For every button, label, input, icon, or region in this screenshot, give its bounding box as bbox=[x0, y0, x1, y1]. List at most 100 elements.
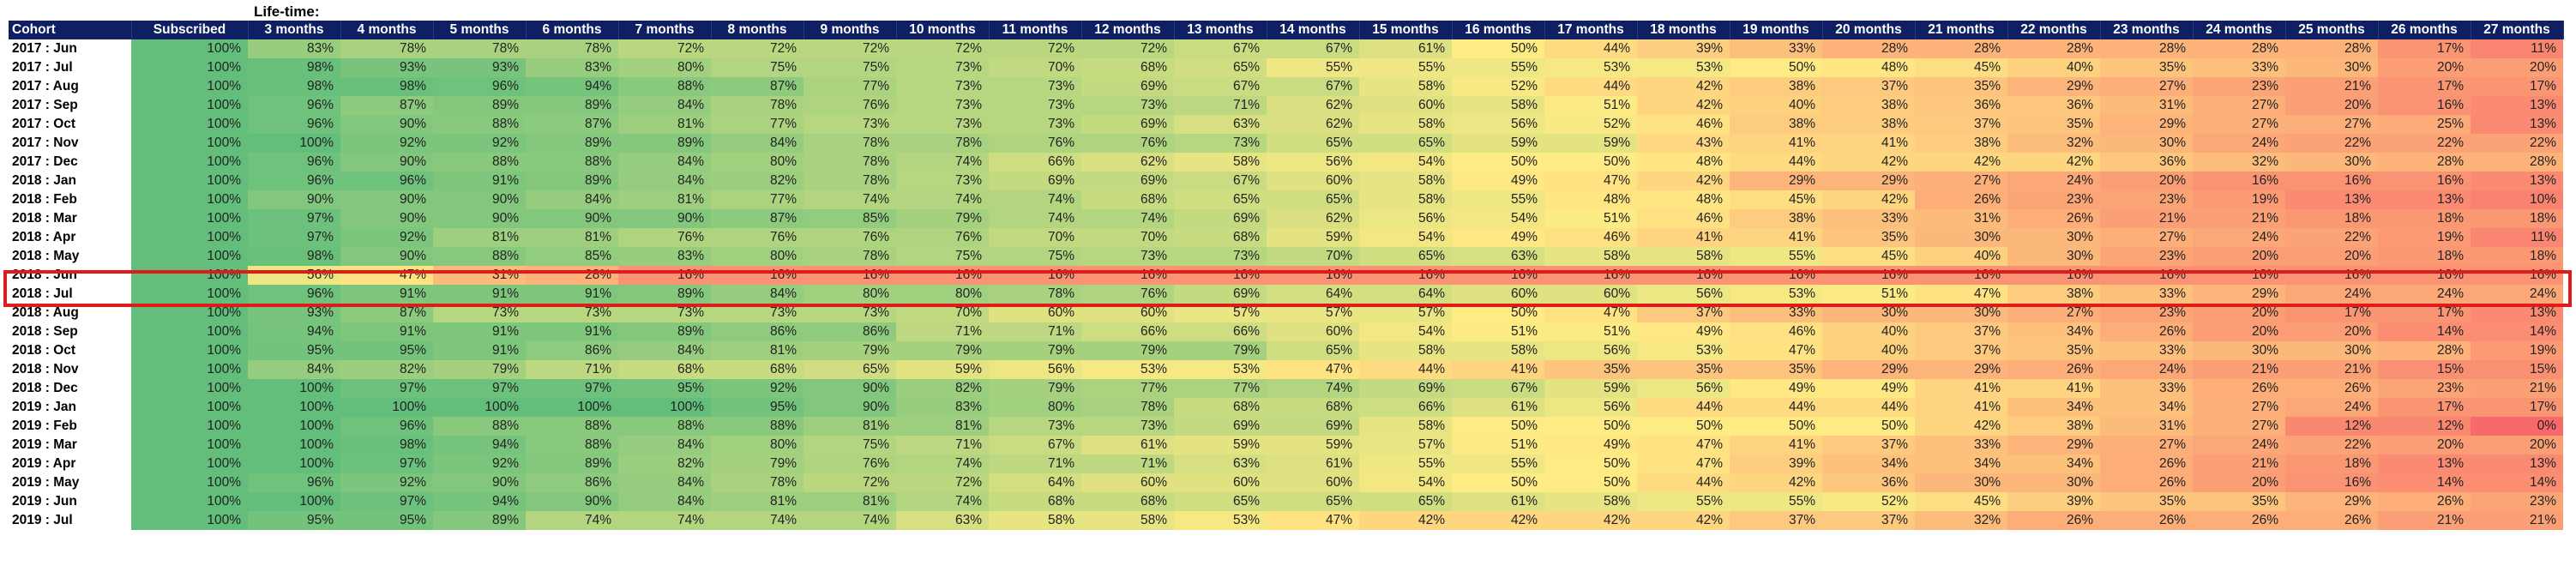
heat-cell: 63% bbox=[1174, 115, 1267, 134]
heat-cell: 78% bbox=[526, 39, 618, 58]
heat-cell: 22% bbox=[2285, 134, 2378, 153]
heat-cell: 54% bbox=[1359, 473, 1452, 492]
heat-cell: 89% bbox=[618, 322, 711, 341]
column-header: 13 months bbox=[1174, 21, 1267, 39]
heat-cell: 16% bbox=[1174, 266, 1267, 285]
cohort-label: 2017 : Jun bbox=[9, 39, 131, 58]
heat-cell: 90% bbox=[433, 473, 526, 492]
heat-cell: 88% bbox=[433, 115, 526, 134]
heat-cell: 72% bbox=[711, 39, 803, 58]
heat-cell: 42% bbox=[1915, 417, 2007, 436]
heat-cell: 68% bbox=[1267, 398, 1359, 417]
header-row: Cohort Subscribed 3 months 4 months 5 months… bbox=[9, 21, 2564, 39]
cohort-label: 2018 : Sep bbox=[9, 322, 131, 341]
heat-cell: 60% bbox=[1267, 473, 1359, 492]
heat-cell: 98% bbox=[248, 247, 340, 266]
heat-cell: 30% bbox=[2193, 341, 2285, 360]
heat-cell: 41% bbox=[1637, 228, 1730, 247]
heat-cell: 54% bbox=[1359, 228, 1452, 247]
heat-cell: 16% bbox=[2285, 473, 2378, 492]
heat-cell: 61% bbox=[1081, 436, 1174, 455]
heat-cell: 68% bbox=[1174, 398, 1267, 417]
heat-cell: 90% bbox=[340, 190, 433, 209]
heat-cell: 37% bbox=[1730, 511, 1822, 530]
table-row: 2017 : Oct 100% 96% 90% 88% 87% 81% 77% 73% 73% 73… bbox=[9, 115, 2563, 134]
heat-cell: 80% bbox=[711, 153, 803, 172]
heat-cell: 100% bbox=[131, 379, 248, 398]
heat-cell: 92% bbox=[433, 455, 526, 473]
heat-cell: 78% bbox=[803, 134, 896, 153]
heat-cell: 46% bbox=[1637, 209, 1730, 228]
column-header: 24 months bbox=[2193, 21, 2286, 39]
heat-cell: 91% bbox=[433, 172, 526, 190]
heat-cell: 45% bbox=[1915, 58, 2007, 77]
column-header: 19 months bbox=[1730, 21, 1823, 39]
heat-cell: 13% bbox=[2285, 190, 2378, 209]
heat-cell: 16% bbox=[1359, 266, 1452, 285]
heat-cell: 66% bbox=[1174, 322, 1267, 341]
column-header: 6 months bbox=[526, 21, 619, 39]
table-row: 2017 : Dec 100% 96% 90% 88% 88% 84% 80% 78% 74% 66… bbox=[9, 153, 2563, 172]
heat-cell: 68% bbox=[1174, 228, 1267, 247]
heat-cell: 91% bbox=[340, 322, 433, 341]
heat-cell: 76% bbox=[1081, 285, 1174, 304]
cohort-heatmap: Cohort Subscribed 3 months 4 months 5 months… bbox=[9, 21, 2564, 530]
heat-cell: 27% bbox=[2007, 304, 2100, 322]
heat-cell: 49% bbox=[1822, 379, 1915, 398]
heat-cell: 30% bbox=[1915, 304, 2007, 322]
heat-cell: 67% bbox=[1174, 77, 1267, 96]
heat-cell: 65% bbox=[1267, 341, 1359, 360]
heat-cell: 24% bbox=[2285, 398, 2378, 417]
heat-cell: 42% bbox=[1359, 511, 1452, 530]
heat-cell: 77% bbox=[1174, 379, 1267, 398]
heat-cell: 26% bbox=[1915, 190, 2007, 209]
heat-cell: 62% bbox=[1267, 96, 1359, 115]
heat-cell: 90% bbox=[340, 153, 433, 172]
heat-cell: 81% bbox=[803, 417, 896, 436]
heat-cell: 22% bbox=[2471, 134, 2563, 153]
heat-cell: 32% bbox=[1915, 511, 2007, 530]
heat-cell: 36% bbox=[1915, 96, 2007, 115]
heat-cell: 100% bbox=[131, 473, 248, 492]
table-row: 2019 : Jun 100% 100% 97% 94% 90% 84% 81% 81% 74% 6… bbox=[9, 492, 2563, 511]
heat-cell: 17% bbox=[2471, 77, 2563, 96]
heat-cell: 80% bbox=[618, 58, 711, 77]
heat-cell: 16% bbox=[1081, 266, 1174, 285]
heat-cell: 86% bbox=[711, 322, 803, 341]
heat-cell: 33% bbox=[1822, 209, 1915, 228]
heat-cell: 38% bbox=[1730, 209, 1822, 228]
table-row: 2018 : Feb 100% 90% 90% 90% 84% 81% 77% 74% 74% 74… bbox=[9, 190, 2563, 209]
heat-cell: 56% bbox=[248, 266, 340, 285]
heat-cell: 79% bbox=[989, 341, 1081, 360]
table-row: 2019 : Mar 100% 100% 98% 94% 88% 84% 80% 75% 71% 6… bbox=[9, 436, 2563, 455]
heat-cell: 16% bbox=[1544, 266, 1637, 285]
heat-cell: 13% bbox=[2471, 455, 2563, 473]
heat-cell: 34% bbox=[2007, 322, 2100, 341]
heat-cell: 84% bbox=[618, 172, 711, 190]
heat-cell: 34% bbox=[2007, 398, 2100, 417]
heat-cell: 21% bbox=[2471, 379, 2563, 398]
heat-cell: 39% bbox=[1637, 39, 1730, 58]
heat-cell: 56% bbox=[1452, 115, 1544, 134]
heat-cell: 21% bbox=[2193, 455, 2285, 473]
heat-cell: 34% bbox=[2100, 398, 2193, 417]
table-row: 2019 : Feb 100% 100% 96% 88% 88% 88% 88% 81% 81% 7… bbox=[9, 417, 2563, 436]
heat-cell: 100% bbox=[131, 492, 248, 511]
heat-cell: 16% bbox=[1637, 266, 1730, 285]
table-row: 2018 : Jan 100% 96% 96% 91% 89% 84% 82% 78% 73% 69… bbox=[9, 172, 2563, 190]
table-row: 2018 : Oct 100% 95% 95% 91% 86% 84% 81% 79% 79% 79… bbox=[9, 341, 2563, 360]
heat-cell: 29% bbox=[1822, 360, 1915, 379]
heat-cell: 57% bbox=[1359, 304, 1452, 322]
heat-cell: 33% bbox=[2100, 341, 2193, 360]
heat-cell: 42% bbox=[1637, 511, 1730, 530]
heat-cell: 69% bbox=[1174, 417, 1267, 436]
heat-cell: 75% bbox=[896, 247, 989, 266]
heat-cell: 100% bbox=[131, 228, 248, 247]
heat-cell: 27% bbox=[2100, 436, 2193, 455]
heat-cell: 76% bbox=[896, 228, 989, 247]
heat-cell: 90% bbox=[340, 209, 433, 228]
heat-cell: 71% bbox=[1081, 455, 1174, 473]
heat-cell: 50% bbox=[1730, 417, 1822, 436]
heat-cell: 28% bbox=[2285, 39, 2378, 58]
heat-cell: 22% bbox=[2285, 228, 2378, 247]
